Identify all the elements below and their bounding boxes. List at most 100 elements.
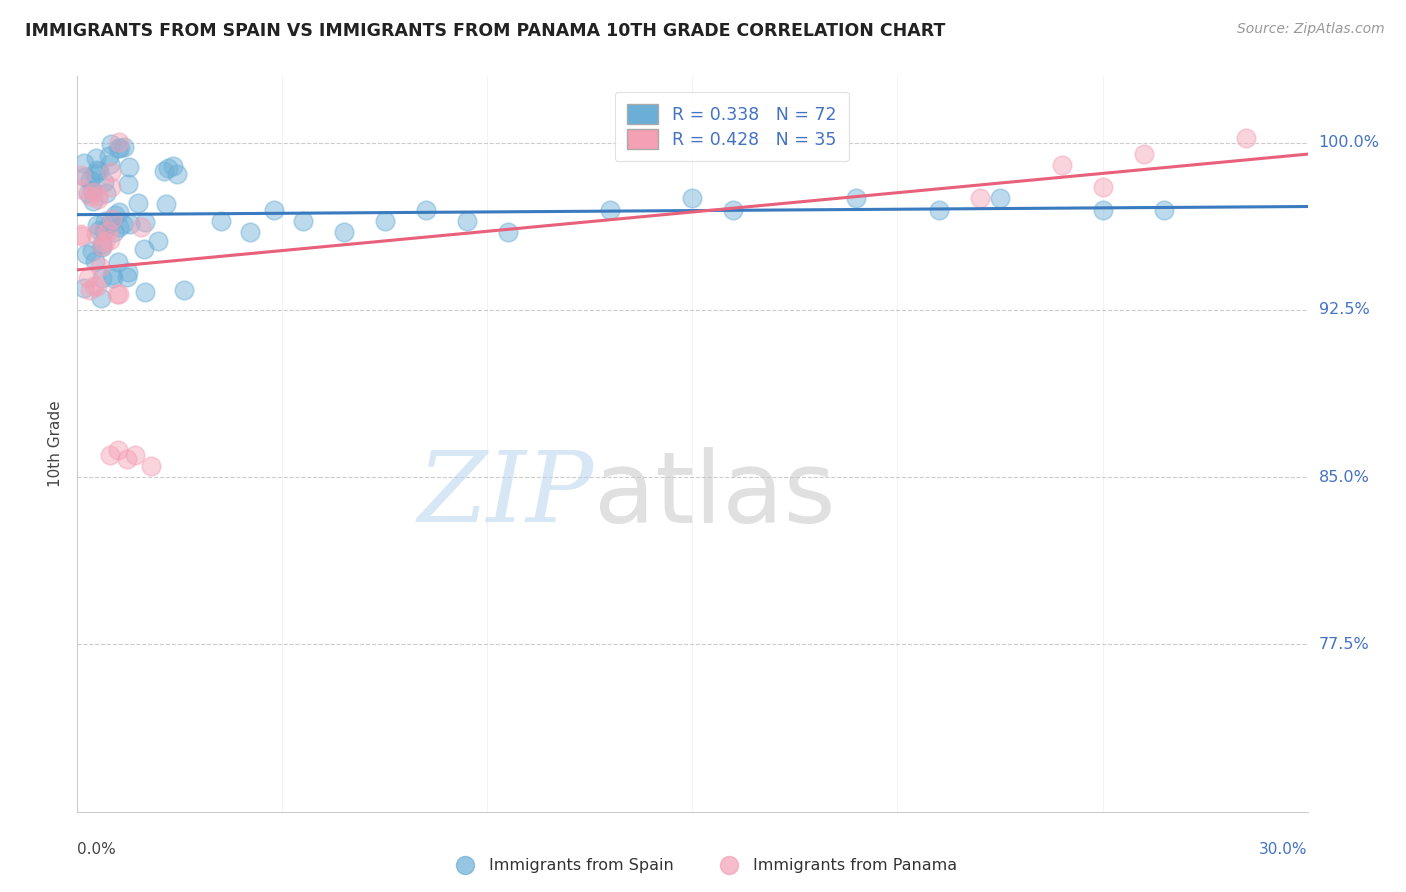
- Point: [70, 168, 93, 182]
- Point: [209, 213, 232, 227]
- Point: [79, 188, 101, 202]
- Point: [87, 164, 110, 178]
- Point: [599, 202, 621, 217]
- Point: [93, 224, 115, 238]
- Point: [93, 214, 115, 228]
- Text: Source: ZipAtlas.com: Source: ZipAtlas.com: [1237, 22, 1385, 37]
- Text: 92.5%: 92.5%: [1319, 302, 1369, 318]
- Point: [118, 160, 141, 174]
- Point: [146, 235, 169, 249]
- Point: [1132, 146, 1154, 161]
- Point: [100, 180, 122, 194]
- Point: [988, 191, 1011, 205]
- Point: [79, 283, 101, 297]
- Point: [87, 189, 110, 203]
- Text: 30.0%: 30.0%: [1260, 842, 1308, 857]
- Point: [73, 155, 96, 169]
- Point: [97, 149, 120, 163]
- Legend: R = 0.338   N = 72, R = 0.428   N = 35: R = 0.338 N = 72, R = 0.428 N = 35: [614, 92, 849, 161]
- Point: [239, 225, 262, 239]
- Point: [101, 268, 124, 283]
- Point: [70, 182, 93, 196]
- Point: [1234, 131, 1257, 145]
- Point: [112, 140, 135, 154]
- Point: [456, 213, 478, 227]
- Point: [153, 164, 176, 178]
- Point: [103, 271, 125, 285]
- Point: [173, 283, 195, 297]
- Text: 77.5%: 77.5%: [1319, 637, 1369, 652]
- Point: [291, 213, 314, 227]
- Point: [83, 185, 105, 199]
- Point: [86, 279, 108, 293]
- Point: [82, 194, 104, 209]
- Point: [155, 196, 177, 211]
- Point: [374, 213, 396, 227]
- Point: [141, 458, 163, 473]
- Point: [108, 205, 131, 219]
- Point: [115, 269, 138, 284]
- Text: 85.0%: 85.0%: [1319, 470, 1369, 484]
- Point: [73, 281, 96, 295]
- Point: [100, 164, 122, 178]
- Point: [134, 215, 156, 229]
- Point: [91, 240, 114, 254]
- Y-axis label: 10th Grade: 10th Grade: [48, 401, 63, 487]
- Point: [75, 247, 97, 261]
- Point: [682, 191, 704, 205]
- Point: [111, 218, 134, 232]
- Point: [89, 223, 111, 237]
- Point: [82, 244, 104, 258]
- Text: atlas: atlas: [595, 447, 835, 544]
- Point: [79, 172, 101, 186]
- Point: [132, 242, 155, 256]
- Point: [127, 195, 149, 210]
- Point: [77, 186, 100, 200]
- Point: [83, 254, 105, 268]
- Point: [107, 140, 129, 154]
- Point: [1050, 158, 1073, 172]
- Point: [87, 192, 110, 206]
- Point: [91, 239, 114, 253]
- Point: [90, 291, 112, 305]
- Point: [157, 161, 180, 176]
- Point: [131, 220, 153, 235]
- Point: [70, 227, 93, 241]
- Point: [845, 191, 868, 205]
- Point: [97, 224, 120, 238]
- Text: IMMIGRANTS FROM SPAIN VS IMMIGRANTS FROM PANAMA 10TH GRADE CORRELATION CHART: IMMIGRANTS FROM SPAIN VS IMMIGRANTS FROM…: [25, 22, 946, 40]
- Point: [928, 202, 950, 217]
- Point: [98, 233, 121, 247]
- Point: [89, 260, 111, 275]
- Point: [108, 287, 131, 301]
- Point: [117, 265, 139, 279]
- Point: [83, 279, 105, 293]
- Point: [101, 211, 124, 226]
- Point: [118, 218, 141, 232]
- Point: [100, 136, 122, 151]
- Point: [117, 177, 139, 191]
- Point: [1153, 202, 1175, 217]
- Point: [90, 236, 112, 251]
- Point: [166, 167, 188, 181]
- Point: [70, 229, 93, 244]
- Legend: Immigrants from Spain, Immigrants from Panama: Immigrants from Spain, Immigrants from P…: [443, 852, 963, 880]
- Point: [98, 448, 121, 462]
- Point: [263, 202, 285, 217]
- Point: [1091, 180, 1114, 194]
- Point: [333, 225, 356, 239]
- Point: [107, 443, 129, 458]
- Point: [108, 141, 131, 155]
- Point: [83, 168, 105, 182]
- Point: [162, 159, 184, 173]
- Point: [969, 191, 991, 205]
- Point: [98, 157, 121, 171]
- Point: [124, 448, 146, 462]
- Point: [84, 227, 107, 241]
- Point: [86, 151, 108, 165]
- Point: [107, 136, 129, 150]
- Point: [415, 202, 437, 217]
- Point: [77, 270, 100, 285]
- Point: [93, 175, 115, 189]
- Point: [107, 255, 129, 269]
